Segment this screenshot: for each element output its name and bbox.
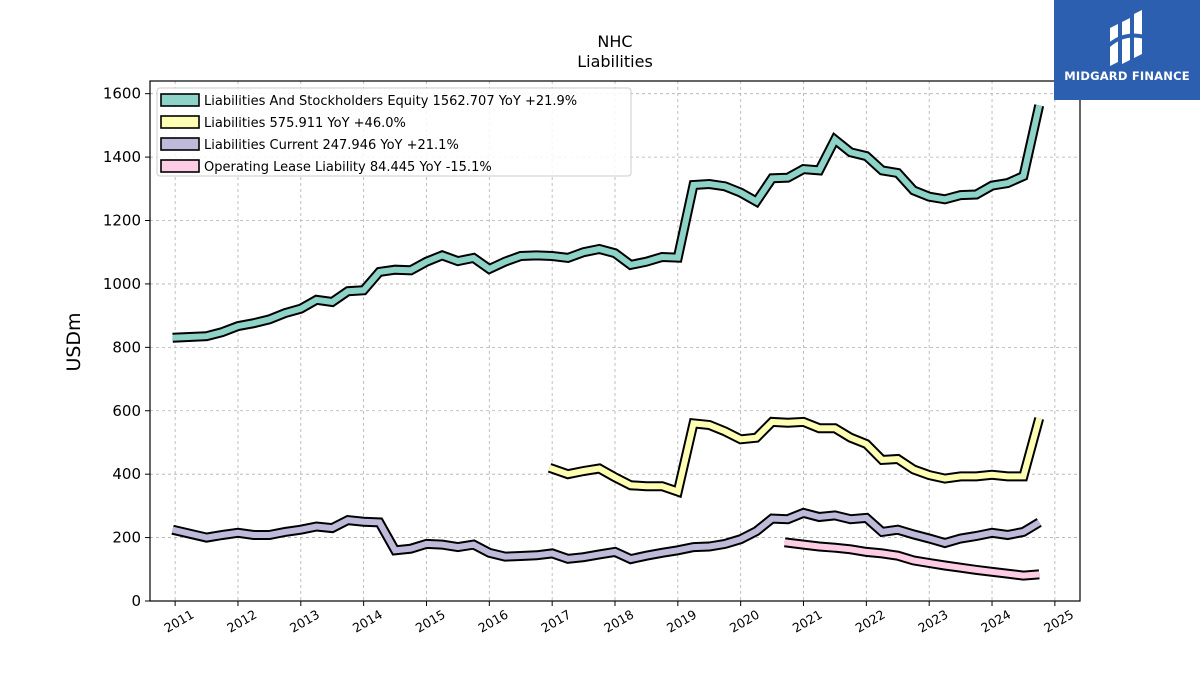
- brand-mark-icon: [1104, 10, 1149, 66]
- series-1: [547, 416, 1045, 499]
- x-tick-label: 2017: [538, 607, 573, 636]
- chart-title: NHC: [597, 32, 632, 51]
- series-layer: [171, 104, 1045, 581]
- series-line: [172, 104, 1043, 341]
- y-tick-label: 200: [112, 529, 141, 547]
- y-axis-label: USDm: [63, 312, 85, 371]
- x-tick-label: 2015: [413, 607, 448, 636]
- x-tick-label: 2019: [664, 607, 699, 636]
- y-tick-label: 0: [131, 592, 141, 610]
- legend-entry: Liabilities Current 247.946 YoY +21.1%: [204, 138, 459, 153]
- x-tick-label: 2016: [476, 607, 511, 636]
- legend-swatch: [160, 93, 200, 107]
- x-tick-label: 2014: [350, 607, 385, 636]
- x-tick-label: 2020: [727, 607, 762, 636]
- y-tick-label: 1600: [103, 85, 141, 103]
- series-line: [548, 417, 1043, 496]
- x-tick-label: 2013: [287, 607, 322, 636]
- brand-name: MIDGARD FINANCE: [1064, 69, 1190, 83]
- y-tick-label: 1200: [103, 212, 141, 230]
- x-tick-label: 2011: [161, 607, 196, 636]
- series-line: [171, 509, 1041, 563]
- legend-entry: Liabilities 575.911 YoY +46.0%: [204, 116, 406, 131]
- brand-logo: MIDGARD FINANCE: [1054, 0, 1200, 100]
- y-tick-label: 600: [112, 402, 141, 420]
- legend-box: [156, 87, 632, 177]
- series-2: [171, 507, 1042, 565]
- legend-entry: Operating Lease Liability 84.445 YoY -15…: [204, 160, 492, 175]
- series-3: [784, 537, 1040, 581]
- legend-swatch: [160, 159, 200, 173]
- x-tick-label: 2023: [915, 607, 950, 636]
- series-line: [784, 539, 1040, 579]
- x-tick-label: 2025: [1041, 607, 1076, 636]
- legend: Liabilities And Stockholders Equity 1562…: [156, 87, 632, 177]
- y-tick-label: 1000: [103, 275, 141, 293]
- y-tick-label: 1400: [103, 148, 141, 166]
- chart-subtitle: Liabilities: [577, 52, 653, 71]
- legend-entry: Liabilities And Stockholders Equity 1562…: [204, 94, 577, 109]
- x-tick-label: 2021: [790, 607, 825, 636]
- legend-swatch: [160, 115, 200, 129]
- legend-swatch: [160, 137, 200, 151]
- x-tick-label: 2024: [978, 607, 1013, 636]
- x-tick-label: 2022: [853, 607, 888, 636]
- x-tick-label: 2012: [224, 607, 259, 636]
- y-tick-label: 800: [112, 338, 141, 356]
- y-tick-label: 400: [112, 465, 141, 483]
- x-tick-label: 2018: [601, 607, 636, 636]
- series-0: [172, 104, 1045, 343]
